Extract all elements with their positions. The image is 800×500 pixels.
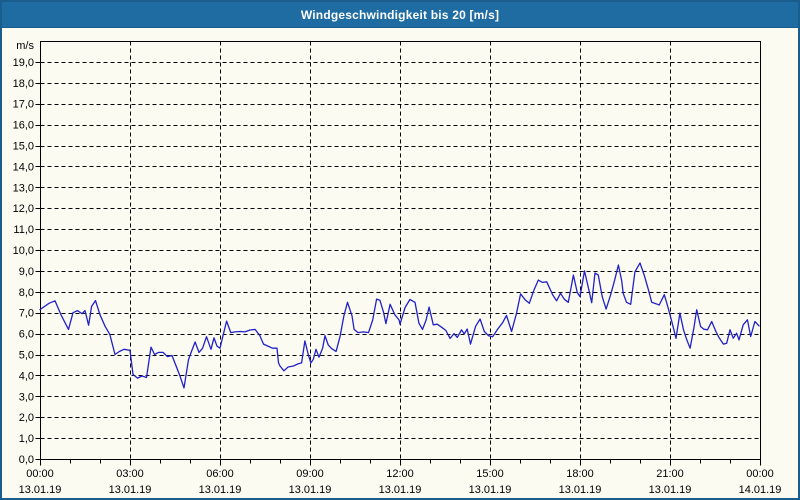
- x-tick-time: 09:00: [296, 468, 324, 480]
- x-tick-time: 00:00: [26, 468, 54, 480]
- x-axis-labels: 00:00 13.01.19 03:00 13.01.19 06:00 13.01.19 0…: [19, 468, 782, 496]
- wind-speed-line: [39, 262, 760, 389]
- svg-text:5,0: 5,0: [19, 350, 34, 362]
- x-tick-time: 06:00: [206, 468, 234, 480]
- x-tick-date: 13.01.19: [19, 484, 62, 496]
- x-tick-date: 13.01.19: [199, 484, 242, 496]
- x-tick-date: 14.01.19: [739, 484, 782, 496]
- gridlines: [40, 41, 761, 460]
- svg-text:4,0: 4,0: [19, 370, 34, 382]
- x-tick-time: 00:00: [746, 468, 774, 480]
- svg-text:14,0: 14,0: [13, 161, 34, 173]
- svg-text:9,0: 9,0: [19, 266, 34, 278]
- svg-text:18,0: 18,0: [13, 78, 34, 90]
- x-tick-time: 15:00: [476, 468, 504, 480]
- svg-text:19,0: 19,0: [13, 57, 34, 69]
- svg-text:17,0: 17,0: [13, 99, 34, 111]
- svg-text:13,0: 13,0: [13, 182, 34, 194]
- x-tick-time: 03:00: [116, 468, 144, 480]
- x-tick-date: 13.01.19: [289, 484, 332, 496]
- x-tick-date: 13.01.19: [469, 484, 512, 496]
- svg-text:10,0: 10,0: [13, 245, 34, 257]
- svg-text:3,0: 3,0: [19, 391, 34, 403]
- x-tick-date: 13.01.19: [559, 484, 602, 496]
- plot-area[interactable]: [40, 41, 760, 459]
- axis-ticks: [35, 62, 761, 466]
- x-tick-date: 13.01.19: [649, 484, 692, 496]
- svg-text:16,0: 16,0: [13, 120, 34, 132]
- title-bar: Windgeschwindigkeit bis 20 [m/s]: [2, 2, 798, 28]
- x-tick-date: 13.01.19: [379, 484, 422, 496]
- svg-text:11,0: 11,0: [13, 224, 34, 236]
- x-tick-time: 21:00: [656, 468, 684, 480]
- x-tick-time: 18:00: [566, 468, 594, 480]
- svg-text:6,0: 6,0: [19, 329, 34, 341]
- window-title: Windgeschwindigkeit bis 20 [m/s]: [300, 7, 500, 22]
- svg-text:8,0: 8,0: [19, 287, 34, 299]
- svg-text:0,0: 0,0: [19, 454, 34, 466]
- svg-text:1,0: 1,0: [19, 433, 34, 445]
- svg-text:12,0: 12,0: [13, 203, 34, 215]
- y-axis-unit: m/s: [16, 40, 34, 52]
- plot-frame: [40, 41, 761, 460]
- y-axis-labels: 0,0 1,0 2,0 3,0 4,0 5,0 6,0 7,0 8,0 9,0 10,0 11,0 12…: [13, 40, 35, 466]
- svg-text:7,0: 7,0: [19, 308, 34, 320]
- svg-text:2,0: 2,0: [19, 412, 34, 424]
- svg-text:15,0: 15,0: [13, 141, 34, 153]
- x-tick-date: 13.01.19: [109, 484, 152, 496]
- x-tick-time: 12:00: [386, 468, 414, 480]
